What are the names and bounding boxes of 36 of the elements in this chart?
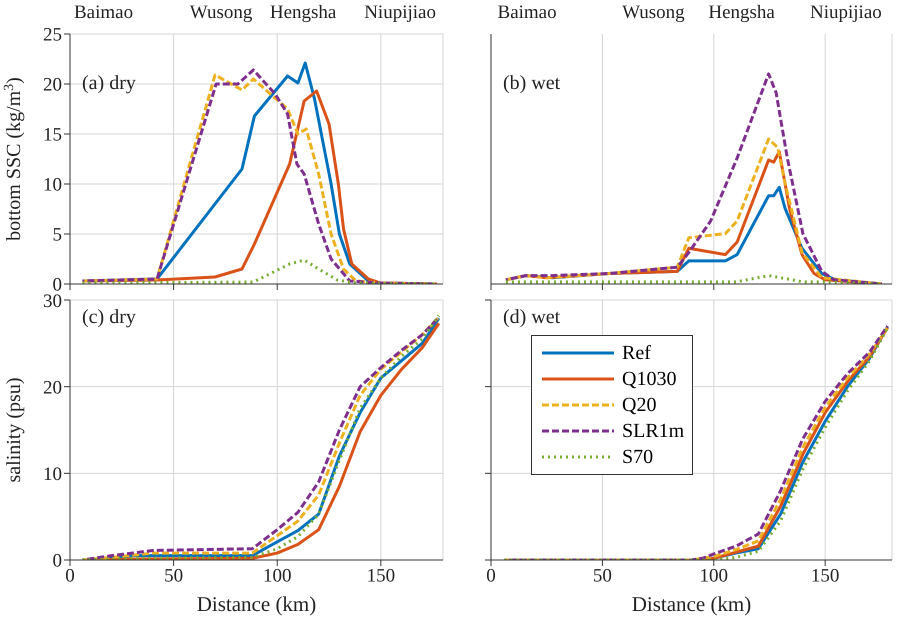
annotation: (b) wet <box>503 72 560 95</box>
y-axis-title: salinity (psu) <box>3 378 25 482</box>
x-axis-title: Distance (km) <box>196 592 316 616</box>
x-tick-label: 150 <box>366 565 396 586</box>
y-tick-label: 10 <box>43 464 62 486</box>
text: Niupijiao <box>810 2 882 24</box>
y-tick-label: 10 <box>43 174 62 196</box>
y-tick-label: 30 <box>43 290 62 312</box>
x-tick-label: 0 <box>486 565 496 586</box>
y-tick-label: 0 <box>52 550 62 572</box>
legend-label: SLR1m <box>622 420 684 442</box>
annotation: (c) dry <box>82 306 136 329</box>
x-tick-label: 50 <box>164 565 184 586</box>
y-tick-label: 20 <box>43 74 62 96</box>
x-tick-label: 150 <box>810 565 840 586</box>
text: Wusong <box>622 2 685 24</box>
legend-label: Ref <box>622 342 651 364</box>
text: Baimao <box>498 2 557 24</box>
text: Niupijiao <box>364 2 436 24</box>
y-tick-label: 25 <box>43 24 62 46</box>
x-tick-label: 100 <box>262 565 292 586</box>
x-tick-label: 100 <box>700 565 728 586</box>
text: Hengsha <box>270 2 336 24</box>
text: Hengsha <box>708 2 775 24</box>
y-tick-label: 15 <box>43 124 62 146</box>
text: Wusong <box>190 2 252 24</box>
y-tick-label: 5 <box>52 224 62 246</box>
text: Baimao <box>74 2 134 24</box>
legend-label: S70 <box>622 446 654 468</box>
y-tick-label: 20 <box>43 377 62 398</box>
legend-label: Q1030 <box>622 368 676 390</box>
annotation: (d) wet <box>503 306 560 329</box>
x-tick-label: 50 <box>592 565 612 586</box>
annotation: (a) dry <box>82 72 136 95</box>
legend-label: Q20 <box>622 394 656 416</box>
x-axis-title: Distance (km) <box>632 592 752 616</box>
